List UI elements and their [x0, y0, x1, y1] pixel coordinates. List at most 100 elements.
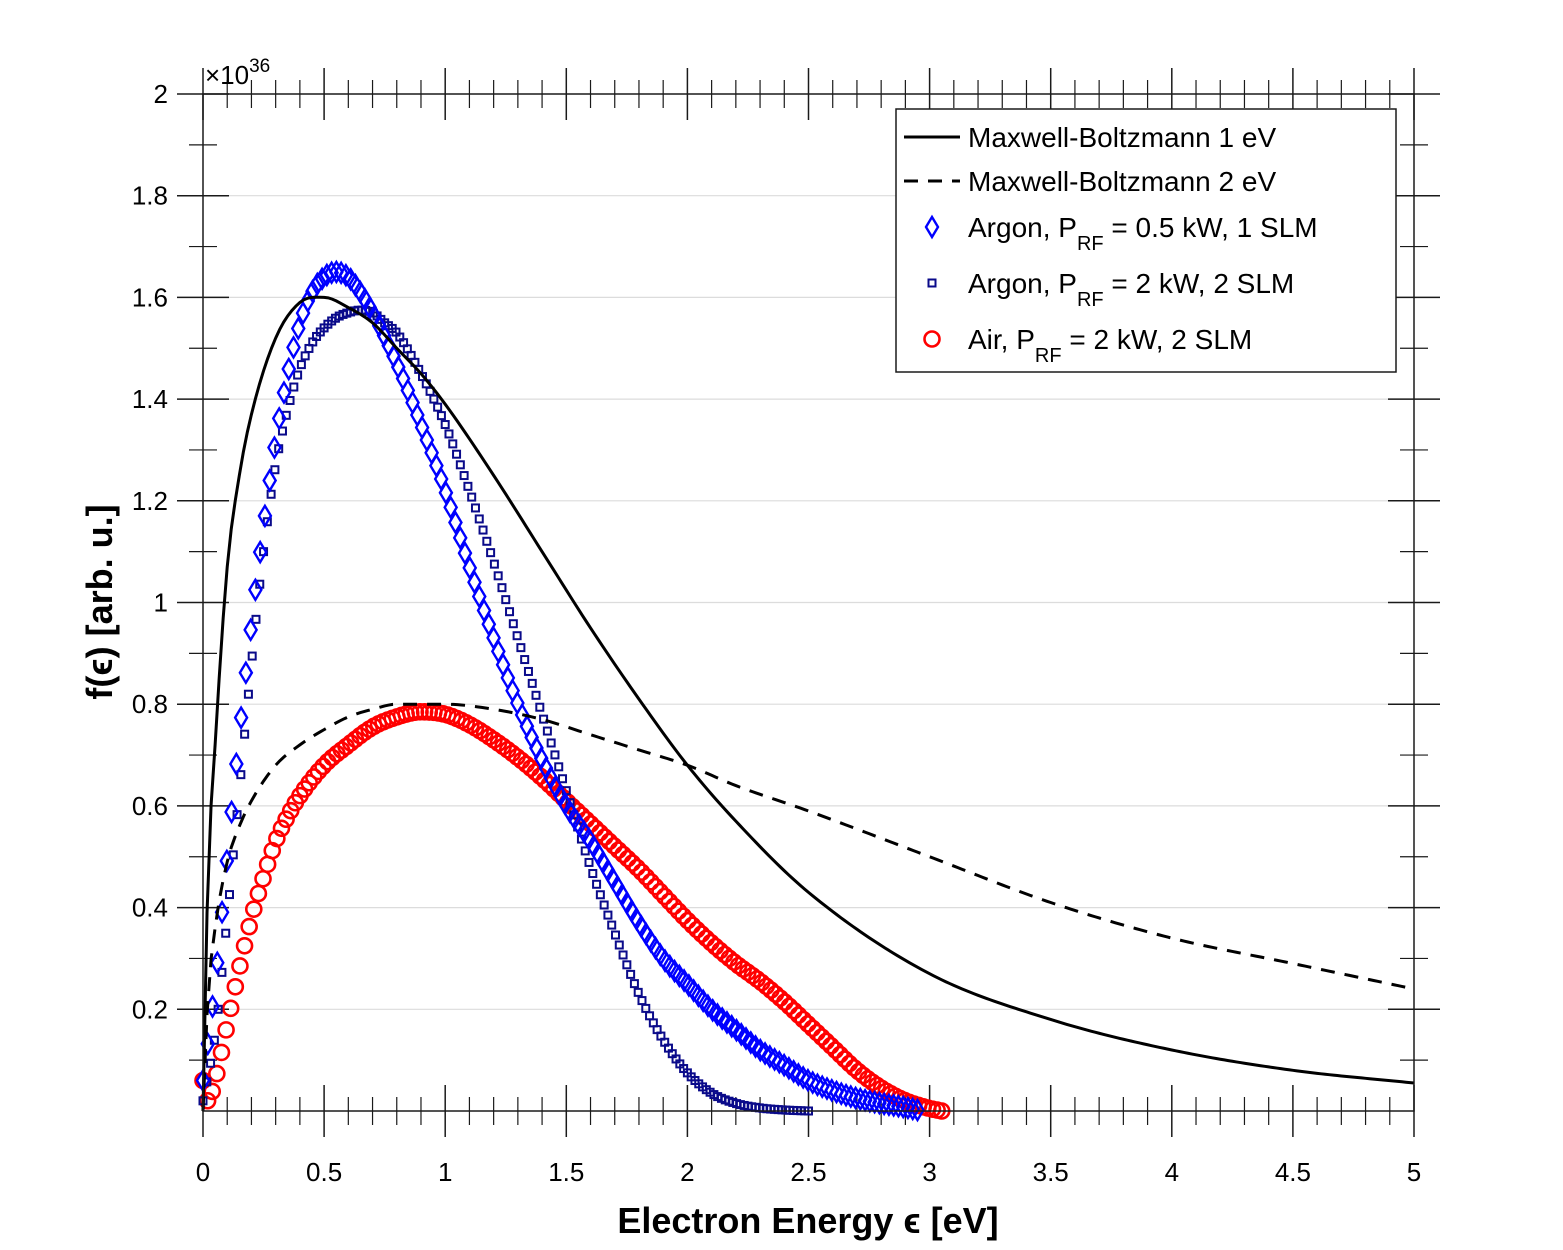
- legend-item: Argon, PRF = 2 kW, 2 SLM: [927, 268, 1294, 311]
- legend-label-rest: = 0.5 kW, 1 SLM: [1104, 212, 1318, 243]
- data-point: [281, 356, 297, 382]
- data-point: [831, 1045, 849, 1064]
- y-multiplier-exponent: 36: [249, 56, 270, 77]
- y-tick-label: 0.8: [132, 689, 168, 719]
- data-point: [665, 897, 683, 916]
- data-point: [584, 857, 594, 867]
- data-point: [785, 1001, 803, 1020]
- data-point: [642, 872, 660, 891]
- data-point: [208, 1064, 226, 1083]
- data-point: [267, 435, 282, 460]
- data-point: [309, 762, 328, 781]
- data-point: [268, 829, 286, 848]
- data-point: [463, 481, 473, 491]
- data-point: [467, 492, 477, 502]
- data-point: [224, 890, 234, 900]
- legend-marker: [924, 214, 940, 240]
- x-tick-label: 1.5: [548, 1157, 584, 1187]
- series-2: [195, 259, 925, 1123]
- data-point: [296, 360, 306, 370]
- data-point: [452, 525, 468, 551]
- data-point: [843, 1084, 859, 1109]
- data-point: [436, 411, 446, 421]
- data-point: [290, 316, 306, 341]
- data-point: [271, 406, 287, 431]
- data-point: [540, 775, 559, 794]
- data-point: [206, 1058, 216, 1068]
- data-point: [438, 480, 454, 506]
- data-point: [848, 1085, 863, 1111]
- data-point: [505, 607, 515, 617]
- legend-label-sub: RF: [1035, 345, 1062, 367]
- data-point: [614, 940, 624, 950]
- data-point: [508, 619, 518, 629]
- legend: Maxwell-Boltzmann 1 eV Maxwell-Boltzmann …: [895, 108, 1397, 373]
- data-point: [328, 259, 344, 285]
- data-point: [628, 858, 646, 877]
- data-point: [209, 950, 225, 976]
- data-point: [674, 907, 692, 925]
- data-point: [808, 1023, 826, 1042]
- data-point: [683, 916, 702, 935]
- y-tick-label: 2: [154, 79, 168, 109]
- legend-item: Argon, PRF = 0.5 kW, 1 SLM: [924, 212, 1318, 255]
- data-point: [814, 1074, 830, 1100]
- data-point: [252, 539, 268, 565]
- data-point: [535, 702, 545, 712]
- data-point: [489, 559, 499, 569]
- data-point: [497, 583, 507, 593]
- data-point: [333, 260, 349, 286]
- y-tick-labels: 0.2 0.4 0.6 0.8 1 1.2 1.4 1.6 1.8 2: [132, 79, 168, 1024]
- data-point: [235, 936, 254, 955]
- data-point: [791, 1062, 806, 1087]
- legend-label: Maxwell-Boltzmann 1 eV: [968, 122, 1276, 153]
- y-tick-label: 0.4: [132, 893, 168, 923]
- x-tick-label: 0.5: [306, 1157, 342, 1187]
- data-point: [470, 503, 480, 513]
- data-point: [618, 950, 628, 960]
- y-multiplier: ×1036: [205, 56, 270, 90]
- data-point: [309, 271, 325, 297]
- series-3: [198, 305, 813, 1116]
- data-point: [459, 471, 469, 481]
- data-point: [660, 892, 679, 911]
- data-point: [603, 910, 613, 920]
- data-point: [266, 489, 276, 499]
- legend-marker: [927, 278, 937, 288]
- legend-marker: [923, 330, 941, 348]
- legend-label-sub: RF: [1077, 233, 1104, 255]
- data-point: [607, 920, 617, 930]
- data-point: [520, 655, 530, 665]
- data-point: [591, 823, 609, 842]
- y-tick-label: 0.6: [132, 791, 168, 821]
- data-point: [599, 900, 609, 910]
- data-point: [289, 382, 299, 392]
- data-point: [244, 900, 263, 918]
- y-tick-label: 1.2: [132, 486, 168, 516]
- data-point: [592, 879, 602, 889]
- data-point: [886, 1093, 902, 1118]
- data-point: [270, 465, 280, 475]
- data-point: [546, 738, 556, 748]
- plot-frame: [202, 93, 1415, 1112]
- data-point: [871, 1090, 887, 1116]
- x-tick-label: 5: [1407, 1157, 1421, 1187]
- data-point: [224, 799, 239, 825]
- data-point: [550, 750, 560, 760]
- data-point: [305, 768, 323, 786]
- data-point: [443, 494, 459, 520]
- data-point: [688, 920, 706, 939]
- data-point: [429, 394, 439, 404]
- y-multiplier-base: ×10: [205, 60, 249, 90]
- data-point: [236, 770, 246, 780]
- data-point: [588, 869, 598, 879]
- data-point: [539, 714, 549, 724]
- legend-box: [895, 108, 1397, 373]
- data-point: [501, 595, 511, 605]
- data-point: [610, 930, 620, 940]
- data-point: [554, 762, 564, 772]
- y-tick-label: 1.6: [132, 282, 168, 312]
- data-point: [238, 660, 254, 686]
- data-point: [780, 997, 799, 1016]
